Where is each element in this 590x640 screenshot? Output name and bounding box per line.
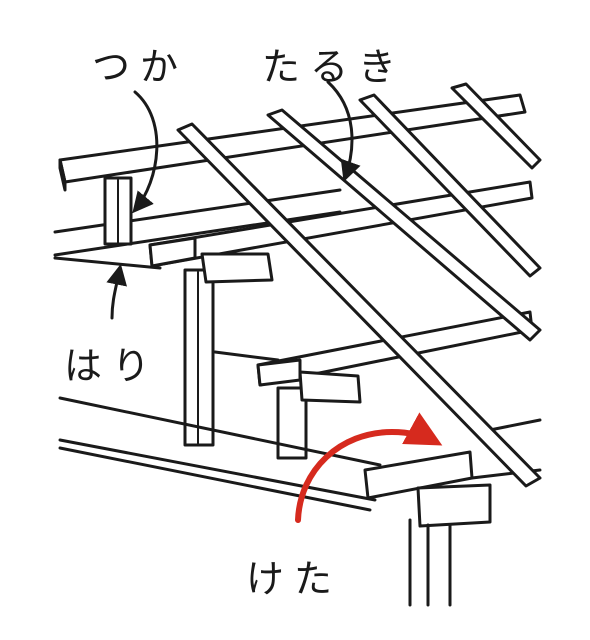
- label-hari: はり: [64, 344, 161, 388]
- beam-block-joint: [148, 236, 362, 404]
- label-tsuka: つか: [92, 45, 189, 89]
- upper-purlin: [58, 93, 527, 192]
- taruki-pointer-arrow: [326, 80, 361, 182]
- hari-pointer-arrow: [106, 263, 127, 320]
- label-keta: けた: [246, 557, 343, 601]
- keta-highlight-arrow: [295, 412, 443, 523]
- tsuka-pointer-arrow: [132, 90, 159, 214]
- keta-post: [408, 518, 452, 607]
- tsuka-post: [103, 176, 133, 246]
- tsuka-post-middle: [183, 268, 215, 447]
- hari-beam: [53, 188, 342, 270]
- label-taruki: たるき: [262, 45, 407, 89]
- keta-beam: [363, 418, 542, 528]
- taruki-rafter: [176, 82, 542, 488]
